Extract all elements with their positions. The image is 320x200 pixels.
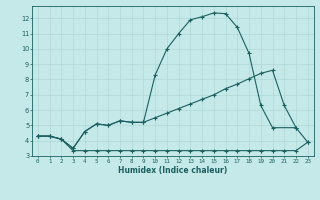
- X-axis label: Humidex (Indice chaleur): Humidex (Indice chaleur): [118, 166, 228, 175]
